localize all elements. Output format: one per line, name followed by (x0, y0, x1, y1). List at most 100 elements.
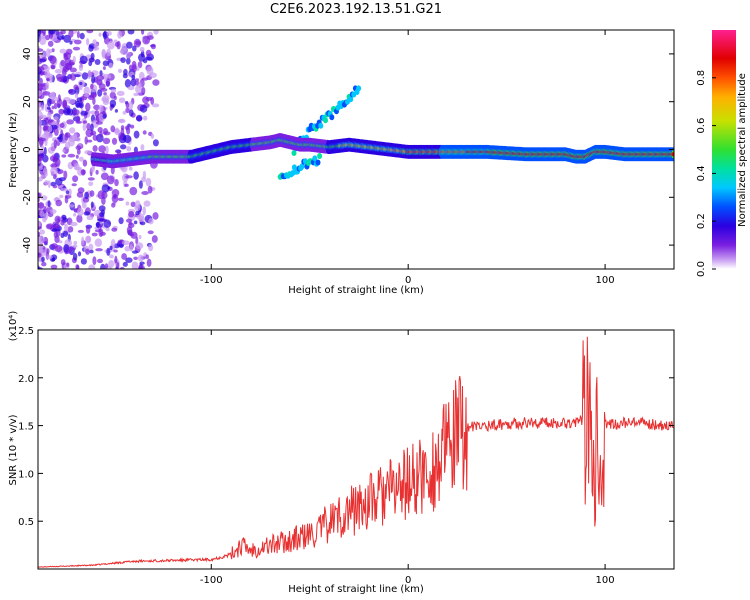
heatmap-cell (80, 258, 87, 265)
heatmap-cell (61, 154, 67, 158)
heatmap-cell (83, 94, 90, 98)
heatmap-cell (71, 183, 77, 187)
heatmap-cell (84, 136, 88, 145)
heatmap-cell (72, 252, 78, 261)
heatmap-cell (86, 139, 93, 143)
heatmap-cell (46, 223, 55, 229)
snr-frame (37, 329, 675, 570)
x-tick-label: 100 (596, 575, 615, 586)
heatmap-cell (125, 201, 130, 206)
heatmap-cell (100, 263, 106, 269)
heatmap-cell (68, 188, 72, 196)
heatmap-cell (53, 139, 58, 149)
heatmap-cell (130, 78, 137, 87)
heatmap-cell (57, 31, 63, 36)
heatmap-cell (125, 218, 133, 223)
heatmap-cell (92, 145, 98, 152)
heatmap-cell (66, 108, 74, 116)
heatmap-cell (98, 104, 104, 113)
heatmap-cell (44, 34, 51, 41)
heatmap-cell (38, 125, 42, 134)
heatmap-cell (38, 156, 42, 162)
heatmap-cell (90, 166, 95, 173)
heatmap-cell (152, 212, 159, 220)
heatmap-cell (49, 55, 57, 65)
heatmap-cell (146, 258, 152, 267)
spectrogram-y-label: Frequency (Hz) (8, 112, 19, 188)
heatmap-cell (73, 213, 77, 217)
heatmap-cell (83, 86, 91, 95)
figure-title: C2E6.2023.192.13.51.G21 (269, 2, 443, 17)
snr-x-label: Height of straight line (km) (288, 584, 424, 595)
heatmap-cell (73, 208, 79, 212)
heatmap-cell (114, 42, 120, 47)
heatmap-cell (126, 226, 133, 235)
heatmap-cell (102, 137, 111, 145)
heatmap-cell (118, 217, 124, 225)
heatmap-cell (76, 102, 83, 108)
heatmap-cell (65, 62, 73, 71)
heatmap-cell (103, 92, 107, 96)
snr-multiplier-label: (x10⁴) (8, 311, 19, 342)
y-tick-label: 20 (22, 95, 33, 108)
colorbar-gradient (712, 30, 736, 269)
heatmap-cell (88, 60, 93, 67)
heatmap-cell (96, 75, 105, 81)
heatmap-cell (86, 123, 91, 130)
heatmap-cell (39, 137, 46, 142)
heatmap-cell (97, 218, 105, 222)
heatmap-cell (123, 68, 128, 76)
heatmap-cell (79, 55, 88, 64)
heatmap-cell (133, 256, 138, 260)
heatmap-cell (137, 254, 144, 262)
heatmap-cell (69, 73, 77, 81)
heatmap-cell (120, 144, 127, 150)
heatmap-cell (104, 263, 109, 269)
heatmap-cell (83, 211, 91, 216)
heatmap-cell (38, 48, 44, 52)
heatmap-cell (91, 130, 97, 136)
heatmap-cell (60, 220, 65, 226)
heatmap-cell (51, 105, 55, 110)
heatmap-cell (129, 186, 138, 196)
heatmap-cell (81, 236, 85, 246)
heatmap-cell (128, 166, 133, 171)
heatmap-cell (40, 174, 47, 178)
heatmap-cell (318, 122, 324, 129)
heatmap-cell (133, 220, 138, 225)
heatmap-cell (59, 194, 64, 199)
heatmap-cell (54, 222, 60, 229)
heatmap-cell (135, 242, 144, 250)
heatmap-cell (98, 228, 104, 237)
heatmap-cell (76, 191, 84, 198)
heatmap-cell (38, 235, 45, 244)
heatmap-cell (146, 66, 154, 75)
heatmap-cell (38, 77, 43, 85)
heatmap-cell (103, 219, 112, 228)
heatmap-cell (102, 66, 106, 70)
heatmap-cell (53, 174, 57, 180)
snr-panel: -100 0 100 0.5 1.0 1.5 2.0 2.5 Height of straig… (8, 311, 675, 595)
heatmap-cell (118, 119, 125, 123)
heatmap-cell (299, 163, 305, 170)
heatmap-cell (79, 32, 85, 40)
heatmap-cell (44, 180, 49, 186)
heatmap-cell (145, 49, 152, 57)
heatmap-cell (86, 38, 90, 46)
heatmap-cell (128, 211, 135, 218)
heatmap-cell (125, 102, 130, 109)
heatmap-cell (76, 264, 80, 269)
heatmap-cell (43, 146, 47, 156)
heatmap-cell (133, 92, 139, 97)
heatmap-cell (151, 103, 160, 108)
heatmap-cell (81, 72, 89, 80)
heatmap-cell (671, 152, 674, 157)
spectrogram-x-label: Height of straight line (km) (288, 285, 424, 296)
heatmap-cell (135, 65, 140, 71)
heatmap-cell (49, 209, 57, 214)
heatmap-cell (50, 264, 58, 269)
heatmap-cell (124, 79, 131, 88)
heatmap-cell (102, 113, 107, 119)
colorbar-tick-label: 0.2 (696, 213, 707, 229)
heatmap-cell (110, 125, 116, 133)
